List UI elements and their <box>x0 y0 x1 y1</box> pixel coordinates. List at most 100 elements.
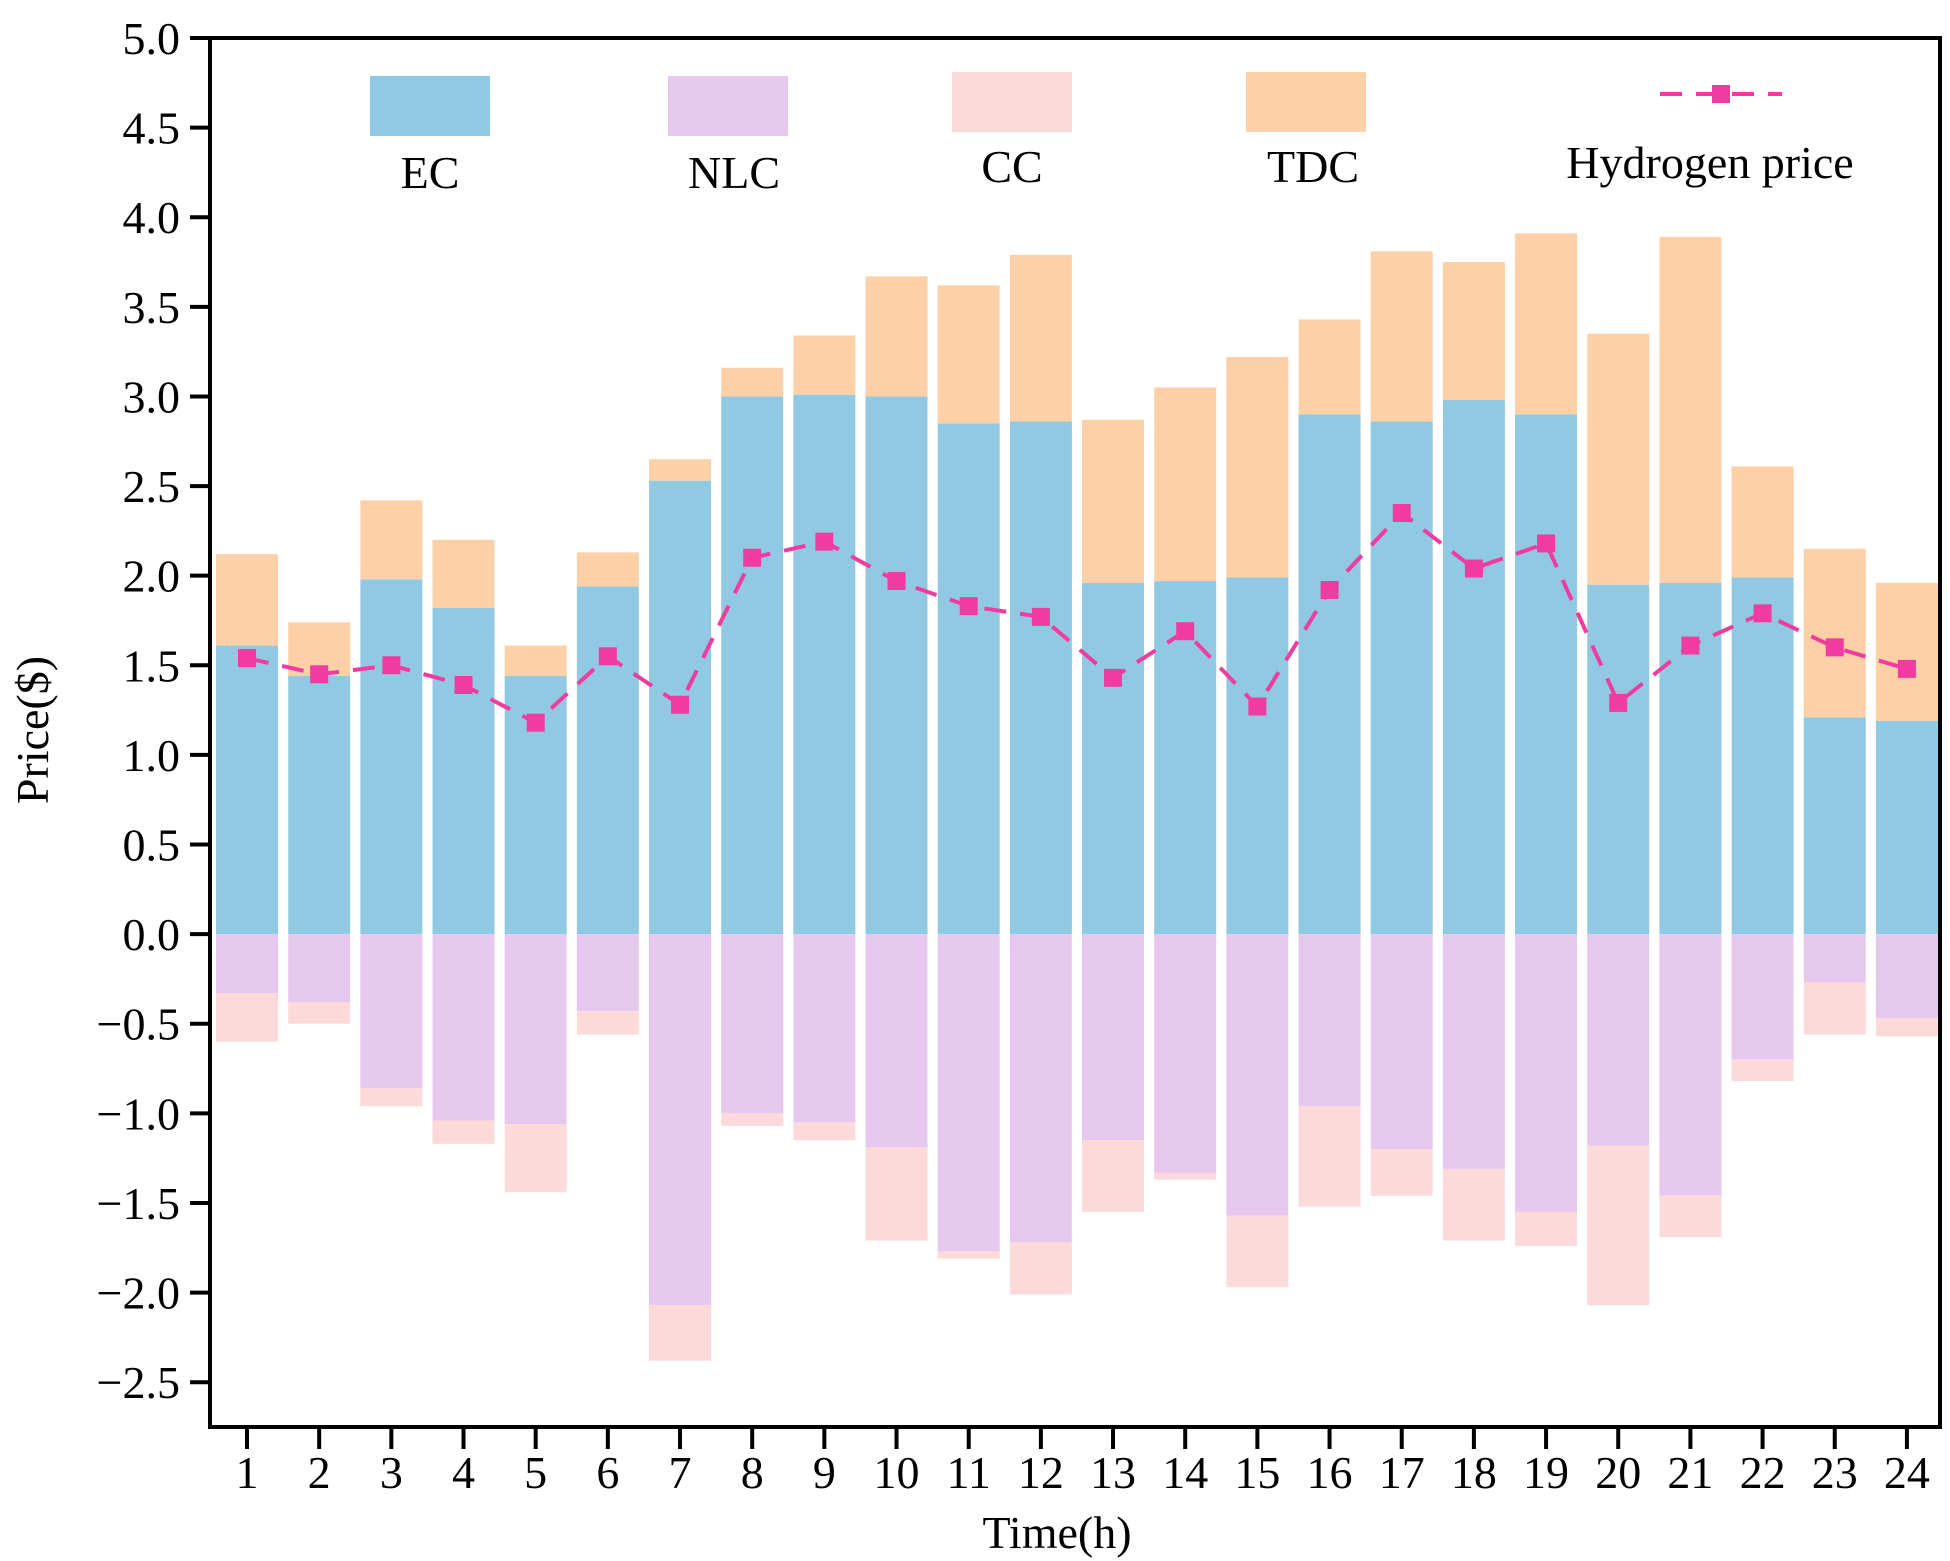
x-tick-label: 13 <box>1090 1447 1136 1498</box>
bar-nlc-15 <box>1226 934 1289 1216</box>
y-tick-label: 1.0 <box>123 730 181 781</box>
hydrogen-price-point-5 <box>526 713 545 732</box>
bar-nlc-22 <box>1731 934 1794 1060</box>
x-tick-label: 8 <box>741 1447 764 1498</box>
hydrogen-price-point-24 <box>1897 659 1916 678</box>
bar-ec-22 <box>1731 577 1794 935</box>
hydrogen-price-point-8 <box>743 548 762 567</box>
y-tick-label: −0.5 <box>97 999 180 1050</box>
legend-swatch-nlc <box>668 76 788 136</box>
x-tick-label: 10 <box>874 1447 920 1498</box>
legend-label-cc: CC <box>981 141 1042 192</box>
hydrogen-price-point-3 <box>382 656 401 675</box>
bar-cc-6 <box>576 1011 639 1035</box>
hydrogen-price-point-12 <box>1031 607 1050 626</box>
x-tick-label: 17 <box>1379 1447 1425 1498</box>
bar-nlc-11 <box>937 934 1000 1252</box>
bar-cc-21 <box>1659 1195 1722 1238</box>
x-tick-label: 3 <box>380 1447 403 1498</box>
legend-label-ec: EC <box>401 147 460 198</box>
bar-cc-7 <box>649 1305 712 1361</box>
y-tick-label: 2.0 <box>123 551 181 602</box>
x-tick-label: 20 <box>1595 1447 1641 1498</box>
hydrogen-price-point-4 <box>454 676 473 695</box>
hydrogen-price-point-16 <box>1320 581 1339 600</box>
hydrogen-price-point-15 <box>1248 697 1267 716</box>
bar-ec-8 <box>721 396 784 935</box>
legend-swatch-tdc <box>1246 72 1366 132</box>
bar-nlc-19 <box>1515 934 1578 1212</box>
bar-nlc-2 <box>288 934 351 1003</box>
bar-nlc-8 <box>721 934 784 1114</box>
bars-layer <box>216 233 1938 1361</box>
legend-swatch-cc <box>952 72 1072 132</box>
hydrogen-price-point-6 <box>598 647 617 666</box>
bar-cc-22 <box>1731 1059 1794 1082</box>
hydrogen-price-point-22 <box>1753 604 1772 623</box>
y-tick-label: 5.0 <box>123 13 181 64</box>
legend-label-nlc: NLC <box>688 147 780 198</box>
legend-marker-hydrogen-price <box>1712 85 1730 103</box>
x-tick-label: 16 <box>1307 1447 1353 1498</box>
y-axis: 5.0 4.5 4.0 3.5 3.0 2.5 2.0 1.5 1.0 0.5 0.0 −0.5 −1.… <box>97 13 210 1408</box>
bar-ec-15 <box>1226 577 1289 935</box>
bar-tdc-24 <box>1875 582 1938 721</box>
bar-tdc-16 <box>1298 319 1361 415</box>
x-tick-label: 15 <box>1234 1447 1280 1498</box>
bar-nlc-20 <box>1587 934 1650 1146</box>
x-tick-label: 7 <box>669 1447 692 1498</box>
legend: EC NLC CC TDC Hydrogen price <box>370 72 1854 198</box>
bar-cc-12 <box>1009 1242 1072 1295</box>
x-tick-label: 6 <box>596 1447 619 1498</box>
bar-ec-16 <box>1298 414 1361 935</box>
bar-tdc-18 <box>1442 262 1505 401</box>
bar-tdc-17 <box>1370 251 1433 422</box>
bar-nlc-24 <box>1875 934 1938 1019</box>
bar-cc-2 <box>288 1002 351 1024</box>
bar-cc-9 <box>793 1122 856 1141</box>
x-tick-label: 14 <box>1162 1447 1208 1498</box>
legend-label-hydrogen-price: Hydrogen price <box>1566 137 1853 188</box>
bar-nlc-6 <box>576 934 639 1012</box>
bar-cc-17 <box>1370 1149 1433 1196</box>
bar-cc-19 <box>1515 1211 1578 1246</box>
bar-cc-3 <box>360 1088 423 1107</box>
y-tick-label: 4.5 <box>123 103 181 154</box>
x-tick-label: 1 <box>236 1447 259 1498</box>
bar-tdc-13 <box>1082 419 1145 583</box>
bar-ec-10 <box>865 396 928 935</box>
bar-cc-20 <box>1587 1145 1650 1306</box>
bar-tdc-14 <box>1154 387 1217 582</box>
hydrogen-price-point-17 <box>1392 503 1411 522</box>
hydrogen-price-point-9 <box>815 532 834 551</box>
bar-tdc-3 <box>360 500 423 580</box>
hydrogen-price-point-10 <box>887 572 906 591</box>
y-tick-label: 3.5 <box>123 282 181 333</box>
hydrogen-price-point-20 <box>1609 693 1628 712</box>
hydrogen-price-point-19 <box>1537 534 1556 553</box>
legend-swatch-ec <box>370 76 490 136</box>
bar-tdc-11 <box>937 285 1000 424</box>
bar-ec-18 <box>1442 400 1505 935</box>
x-tick-label: 2 <box>308 1447 331 1498</box>
y-tick-label: 2.5 <box>123 461 181 512</box>
bar-nlc-4 <box>432 934 495 1121</box>
x-tick-label: 11 <box>947 1447 991 1498</box>
bar-cc-16 <box>1298 1106 1361 1207</box>
bar-nlc-18 <box>1442 934 1505 1169</box>
x-tick-label: 9 <box>813 1447 836 1498</box>
bar-tdc-22 <box>1731 466 1794 578</box>
x-tick-label: 22 <box>1740 1447 1786 1498</box>
bar-tdc-5 <box>504 645 567 677</box>
bar-tdc-15 <box>1226 357 1289 578</box>
bar-cc-24 <box>1875 1018 1938 1037</box>
bar-ec-2 <box>288 676 351 935</box>
bar-tdc-1 <box>216 554 278 646</box>
bar-nlc-7 <box>649 934 712 1306</box>
x-tick-label: 5 <box>524 1447 547 1498</box>
plot-frame <box>208 36 1942 1429</box>
bar-nlc-1 <box>216 934 278 994</box>
bar-ec-21 <box>1659 582 1722 935</box>
bar-ec-9 <box>793 394 856 935</box>
